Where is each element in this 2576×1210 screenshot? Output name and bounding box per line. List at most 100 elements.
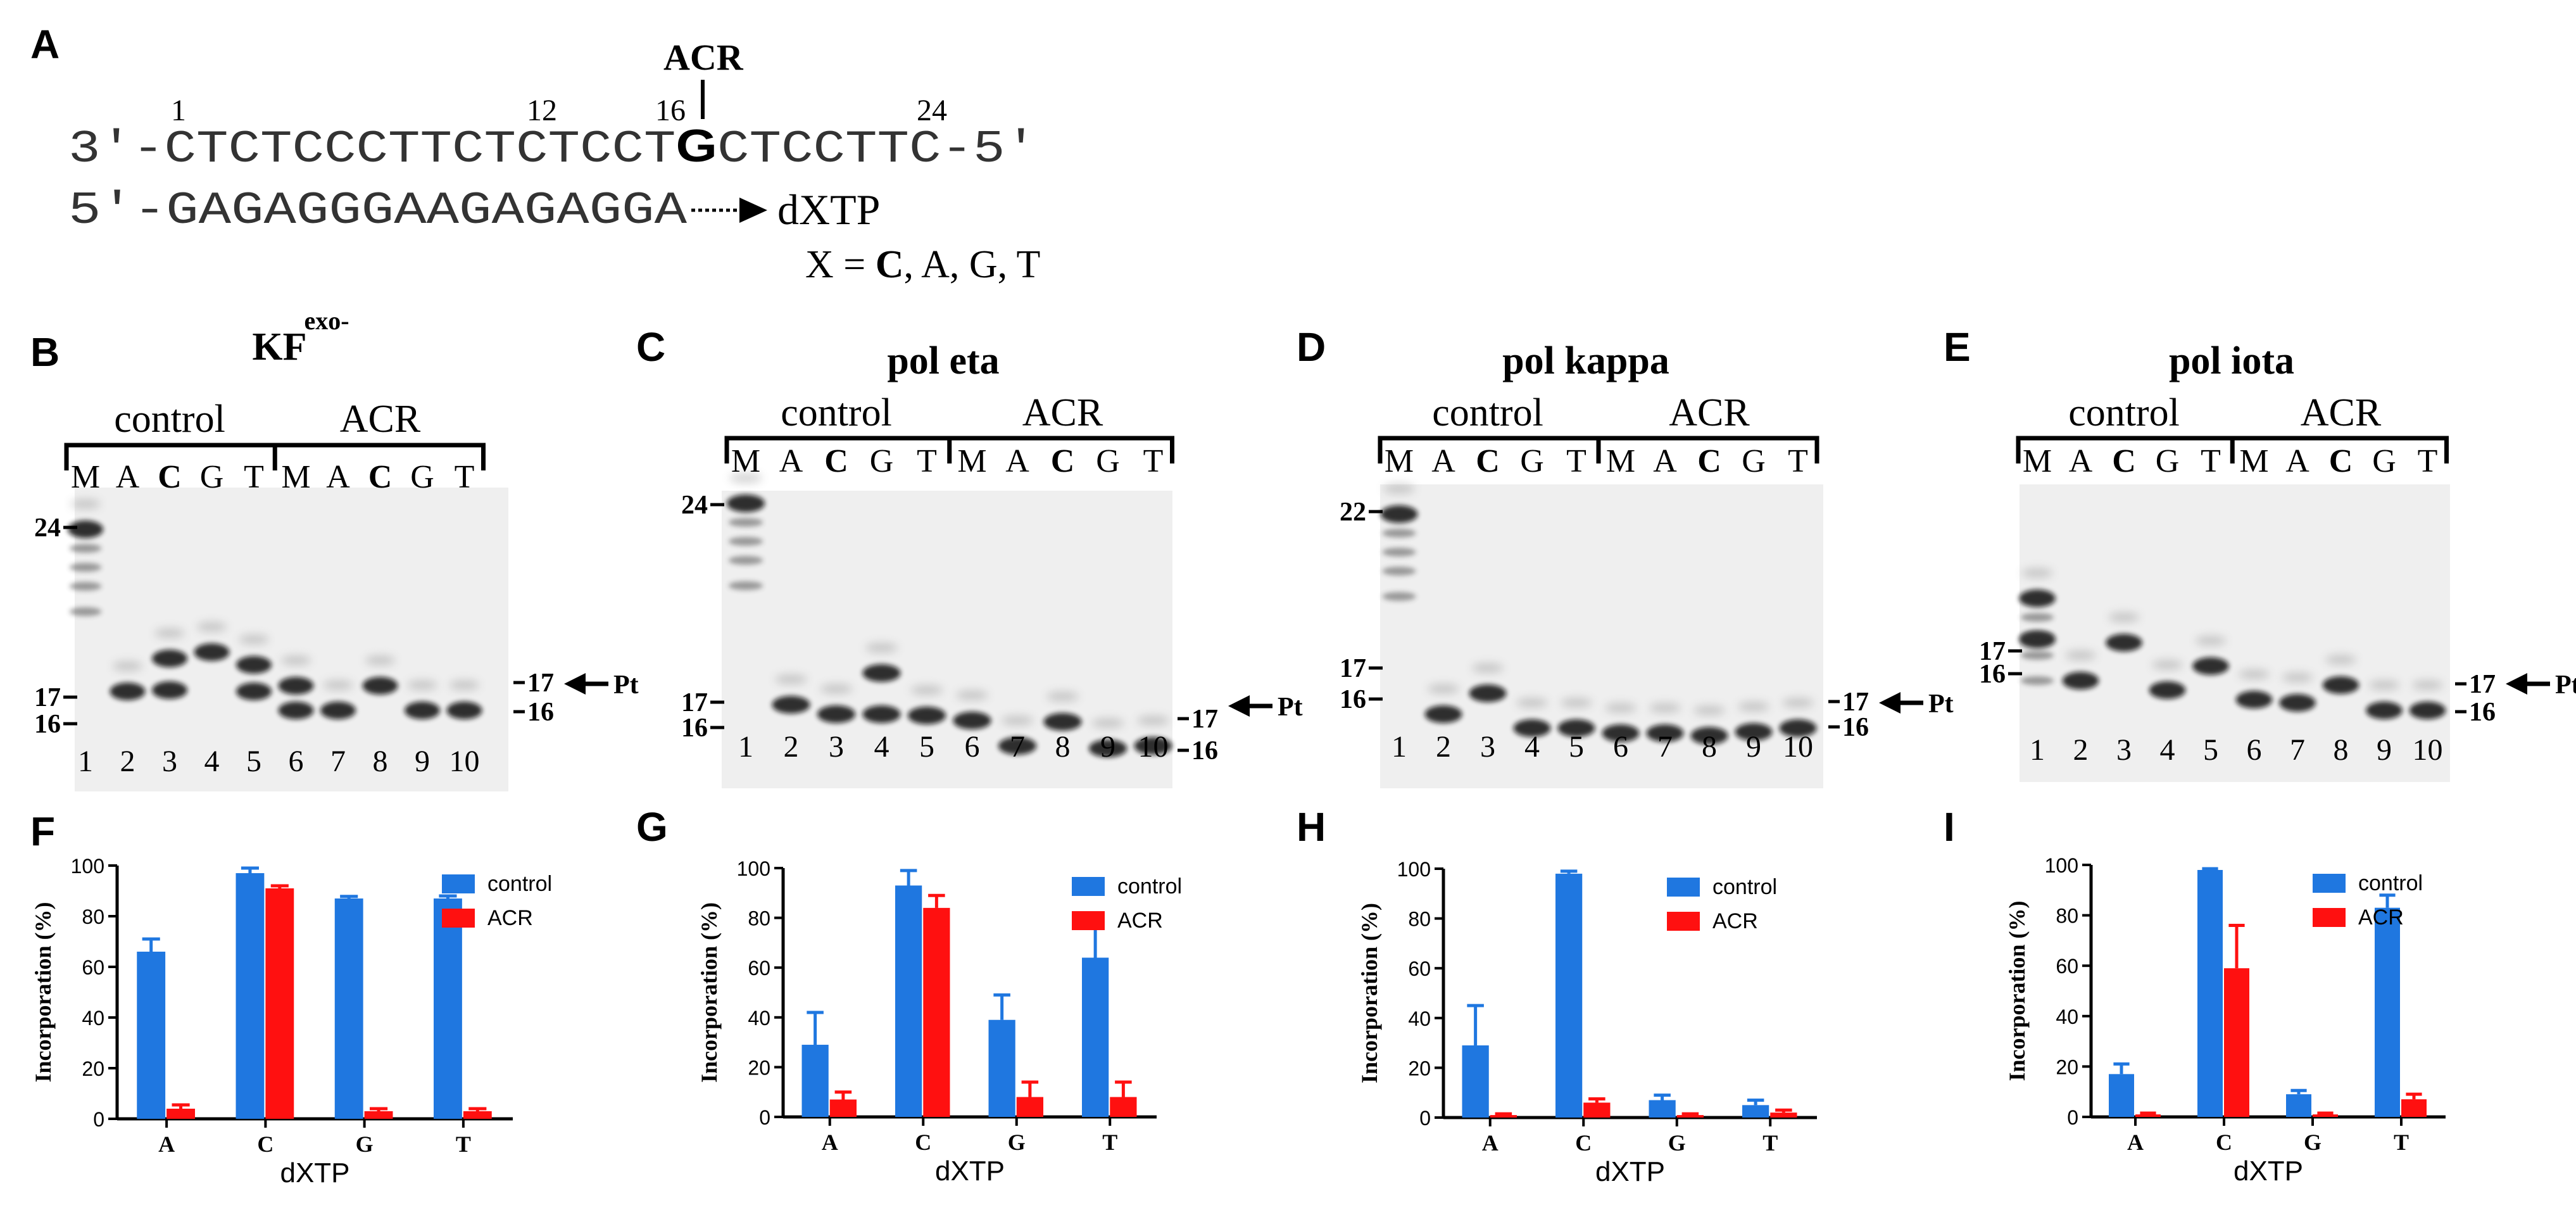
gel-band (1134, 737, 1172, 755)
legend-label: ACR (1117, 909, 1163, 933)
gel-title: pol kappa (1502, 339, 1669, 382)
lane-label: A (116, 459, 140, 495)
x-tick-label: T (1762, 1130, 1778, 1156)
x-tick-label: A (158, 1131, 175, 1157)
sequence-panel: ACR 1 12 16 24 3'-CTCTCCCTTCTCTCCT G CTCCT… (68, 37, 1040, 286)
lane-number: 4 (2160, 733, 2175, 767)
pt-arrow-icon (564, 673, 586, 695)
gel-band-faint (2108, 612, 2140, 622)
legend-label: control (487, 872, 552, 896)
gel-band (236, 656, 272, 674)
gel-band-faint (2151, 660, 2183, 670)
ladder-band (69, 563, 102, 572)
legend-swatch (1072, 877, 1105, 896)
lane-label: T (1788, 443, 1808, 479)
gel-background (722, 491, 1172, 788)
gel-band (278, 702, 314, 719)
gel-band-faint (2021, 568, 2053, 578)
legend-swatch (2313, 908, 2346, 927)
lane-number: 1 (2030, 733, 2045, 767)
lane-label: T (244, 459, 264, 495)
bar-control-A (801, 1045, 829, 1117)
gel-band-faint (323, 680, 353, 690)
gel-band-faint (1091, 718, 1124, 728)
bar-acr-G (1016, 1097, 1043, 1117)
lane-label: T (455, 459, 475, 495)
gel-band (953, 712, 991, 729)
ladder-band (728, 537, 763, 546)
lane-group-bracket (64, 443, 486, 470)
lane-label: T (1143, 443, 1164, 479)
gel-band-faint (1516, 698, 1549, 708)
gel-band (1646, 724, 1684, 742)
gel-band (2062, 672, 2099, 690)
bar-control-A (1462, 1045, 1489, 1118)
group-label-control: control (781, 391, 892, 434)
bar-control-T (1082, 957, 1109, 1117)
gel-band (2409, 702, 2446, 719)
panel-letter-G: G (636, 804, 668, 850)
y-axis-label: Incorporation (%) (1357, 903, 1382, 1083)
x-tick-label: C (2216, 1130, 2232, 1155)
gel-band (446, 702, 482, 719)
template-lesion: G (676, 121, 717, 172)
lane-number: 8 (1055, 730, 1071, 764)
gel-band-faint (1001, 715, 1034, 726)
gel-band-faint (2195, 636, 2227, 646)
lane-number: 7 (1657, 730, 1673, 764)
ladder-band (728, 581, 763, 590)
gel-title-superscript: exo- (305, 306, 349, 335)
gel-band (1735, 723, 1773, 741)
lane-number: 9 (415, 745, 430, 778)
gel-band (1043, 713, 1082, 731)
lane-label: M (1606, 443, 1635, 479)
gel-band-faint (910, 685, 943, 695)
left-size-marker: 17 (1340, 654, 1366, 683)
lane-number: 8 (2334, 733, 2349, 767)
ladder-band (1382, 529, 1416, 538)
gel-band-faint (1649, 703, 1681, 713)
gel-band (862, 664, 901, 682)
lane-number: 10 (2413, 733, 2443, 767)
gel-band (2279, 694, 2316, 712)
lane-label: A (1653, 443, 1677, 479)
bar-acr-C (265, 888, 294, 1119)
bar-acr-A (166, 1109, 195, 1119)
gel-band-faint (1046, 691, 1079, 702)
x-axis-label: dXTP (2234, 1156, 2303, 1187)
gel-band (2366, 702, 2403, 719)
gel-band (320, 702, 356, 719)
pt-label: Pt (613, 671, 639, 700)
legend-swatch (1072, 911, 1105, 930)
extension-arrow-icon (739, 198, 767, 223)
gel-band (362, 677, 398, 695)
lane-number: 1 (78, 745, 93, 778)
gel-background (75, 488, 508, 791)
left-size-marker: 16 (1340, 685, 1366, 714)
y-tick-label: 60 (2056, 955, 2078, 978)
left-size-marker: 24 (681, 491, 708, 520)
right-size-marker: 17 (2469, 670, 2496, 699)
lane-number: 3 (1480, 730, 1495, 764)
y-tick-label: 40 (2056, 1005, 2078, 1028)
lane-label: G (410, 459, 434, 495)
gel-band (236, 683, 272, 700)
lane-number: 10 (1138, 730, 1169, 764)
y-tick-label: 20 (1408, 1057, 1431, 1080)
panel-letter-A: A (30, 22, 60, 67)
legend-label: control (1117, 874, 1182, 898)
lane-number: 9 (2377, 733, 2392, 767)
position-24: 24 (917, 94, 947, 127)
lane-number: 5 (919, 730, 934, 764)
lane-number: 4 (1524, 730, 1540, 764)
lane-label: C (1697, 443, 1721, 479)
gel-band-faint (774, 674, 808, 684)
right-size-marker: 17 (1842, 688, 1869, 717)
lane-number: 6 (965, 730, 980, 764)
gel-band-faint (1560, 698, 1593, 708)
y-tick-label: 0 (759, 1106, 770, 1129)
